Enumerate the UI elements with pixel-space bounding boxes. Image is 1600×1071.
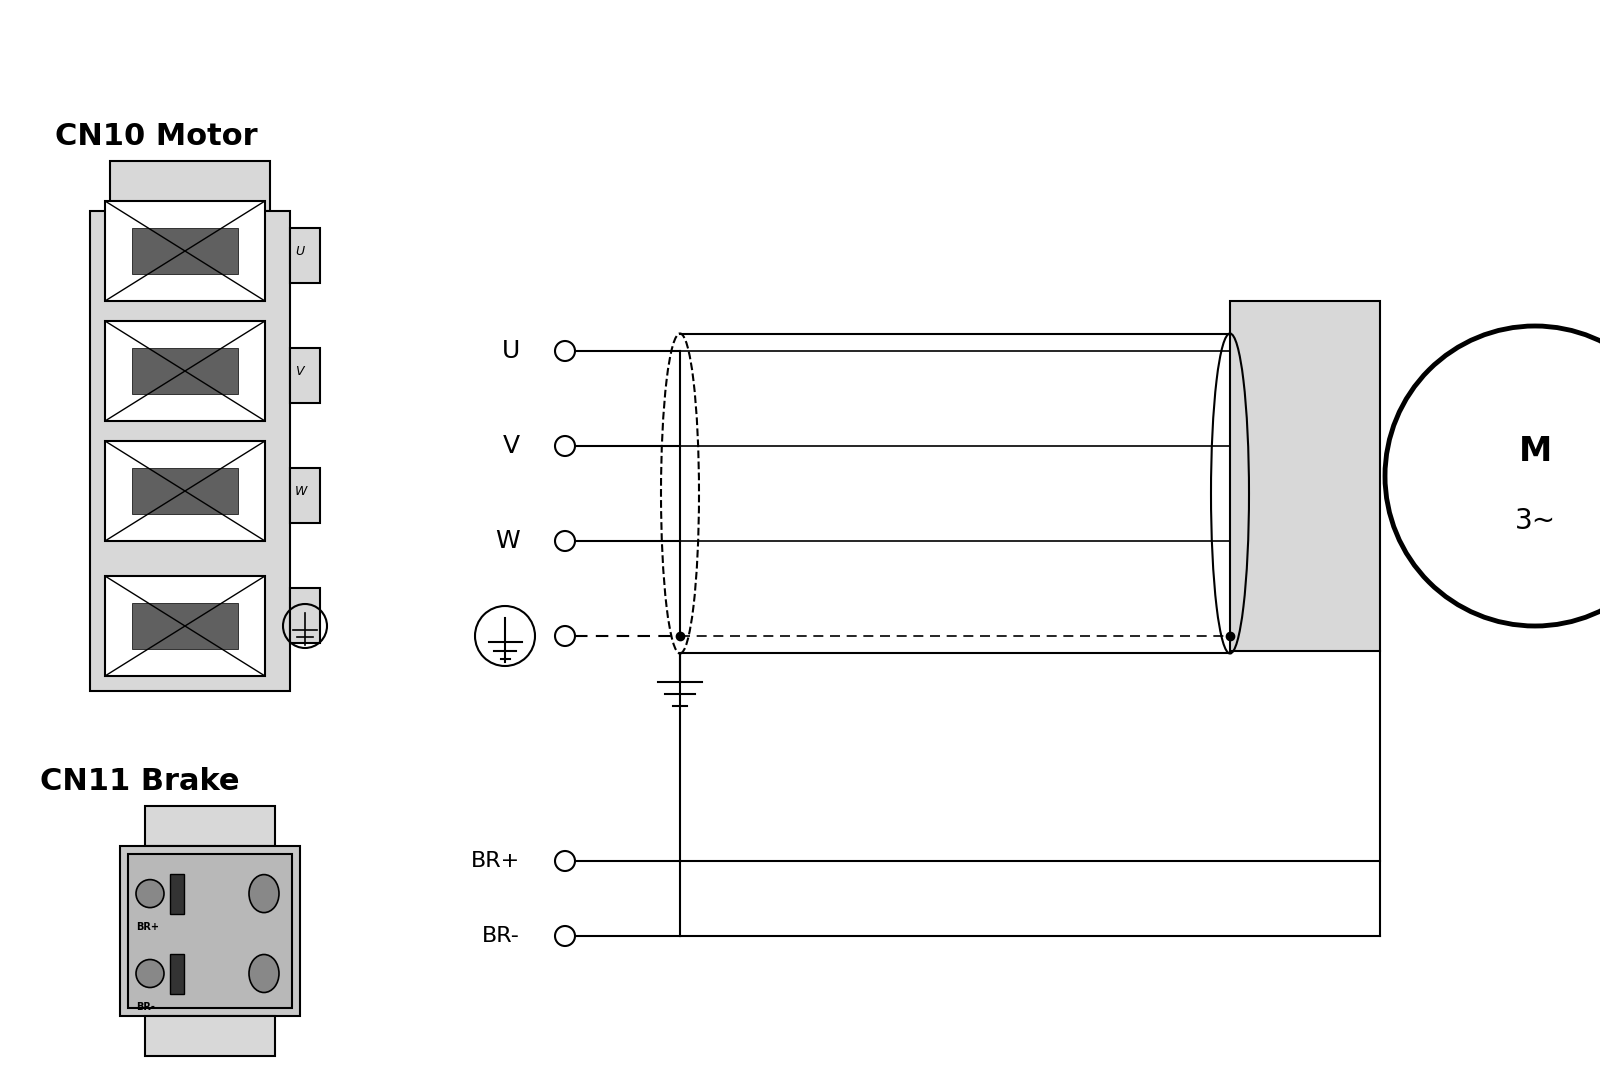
Text: BR-: BR-: [136, 1001, 155, 1011]
Text: CN11 Brake: CN11 Brake: [40, 767, 240, 796]
FancyBboxPatch shape: [131, 228, 238, 274]
Text: M: M: [1518, 435, 1552, 468]
FancyBboxPatch shape: [290, 348, 320, 403]
Text: U: U: [294, 244, 304, 257]
FancyBboxPatch shape: [170, 874, 184, 914]
FancyBboxPatch shape: [290, 228, 320, 283]
Text: W: W: [294, 484, 307, 498]
Circle shape: [136, 879, 165, 907]
FancyBboxPatch shape: [110, 161, 270, 211]
Ellipse shape: [250, 875, 278, 912]
Text: V: V: [502, 434, 520, 458]
FancyBboxPatch shape: [170, 953, 184, 994]
FancyBboxPatch shape: [120, 846, 301, 1016]
Text: BR+: BR+: [470, 851, 520, 871]
FancyBboxPatch shape: [106, 576, 266, 676]
Text: CN10 Motor: CN10 Motor: [54, 121, 258, 151]
FancyBboxPatch shape: [90, 211, 290, 691]
Circle shape: [555, 851, 574, 871]
Circle shape: [136, 960, 165, 987]
FancyBboxPatch shape: [131, 603, 238, 649]
Text: U: U: [502, 340, 520, 363]
Circle shape: [555, 341, 574, 361]
Text: W: W: [496, 529, 520, 553]
FancyBboxPatch shape: [106, 441, 266, 541]
Circle shape: [555, 436, 574, 456]
FancyBboxPatch shape: [290, 468, 320, 523]
Circle shape: [555, 531, 574, 550]
Text: BR-: BR-: [482, 926, 520, 946]
FancyBboxPatch shape: [131, 348, 238, 394]
FancyBboxPatch shape: [131, 468, 238, 514]
Text: BR+: BR+: [136, 922, 158, 932]
Circle shape: [555, 926, 574, 946]
Circle shape: [555, 627, 574, 646]
FancyBboxPatch shape: [128, 854, 291, 1008]
FancyBboxPatch shape: [146, 1016, 275, 1056]
Text: V: V: [294, 364, 304, 377]
FancyBboxPatch shape: [146, 806, 275, 846]
FancyBboxPatch shape: [290, 588, 320, 643]
FancyBboxPatch shape: [106, 321, 266, 421]
FancyBboxPatch shape: [106, 201, 266, 301]
FancyBboxPatch shape: [1230, 301, 1379, 651]
Text: 3~: 3~: [1515, 507, 1555, 536]
Circle shape: [1386, 326, 1600, 627]
Ellipse shape: [250, 954, 278, 993]
